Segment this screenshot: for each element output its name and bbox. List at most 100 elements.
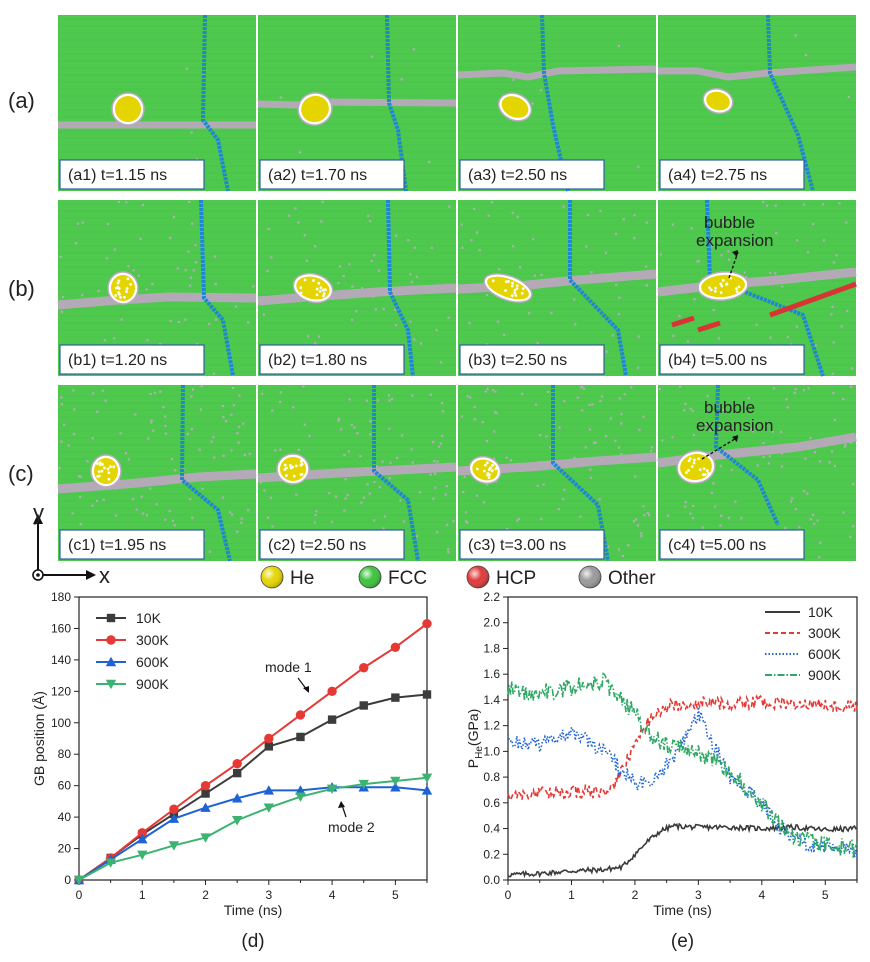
- legend-label: 300K: [136, 632, 169, 648]
- y-tick-label: 0.8: [483, 770, 500, 784]
- data-point: [390, 776, 401, 787]
- series-300K: [507, 694, 858, 803]
- y-tick-label: 100: [51, 716, 71, 730]
- legend-label: Other: [608, 568, 656, 589]
- legend-label: 300K: [808, 625, 841, 641]
- atom-legend: He FCC HCP Other: [260, 565, 656, 589]
- legend-fcc: FCC: [358, 565, 427, 589]
- data-point: [359, 663, 369, 673]
- he-bubble: [107, 271, 139, 305]
- x-axis-label: Time (ns): [224, 902, 283, 918]
- twin-boundary: [372, 385, 420, 562]
- chart-e-he-pressure: 0 1 2 3 4 5 0.0 0.2 0.4 0.6 0.8 1.0 1.2 1.4 1.6 1.8 2.0 2…: [465, 590, 858, 952]
- legend-entry-10K: 10K: [765, 604, 834, 620]
- data-point: [296, 732, 305, 742]
- svg-text:(b4) t=5.00 ns: (b4) t=5.00 ns: [668, 352, 767, 369]
- md-panel-c1: (c1) t=1.95 ns: [57, 384, 257, 562]
- series-900K: [73, 773, 433, 886]
- legend-label: 600K: [136, 654, 169, 670]
- data-point: [263, 803, 275, 813]
- mode-2-annotation: mode 2: [328, 801, 375, 835]
- data-point: [295, 710, 306, 720]
- he-bubble: [276, 453, 310, 485]
- svg-text:(a4) t=2.75 ns: (a4) t=2.75 ns: [668, 167, 767, 184]
- md-panel-b4: (b4) t=5.00 ns: [657, 199, 857, 377]
- y-tick-label: 1.8: [483, 641, 500, 655]
- y-tick-label: 0.0: [483, 873, 500, 887]
- series-line: [78, 693, 428, 881]
- svg-text:(b3) t=2.50 ns: (b3) t=2.50 ns: [468, 352, 567, 369]
- md-panel-c4: (c4) t=5.00 ns: [657, 384, 857, 561]
- data-point: [105, 656, 117, 667]
- row-label: (b): [8, 276, 35, 301]
- row-label: (c): [8, 461, 34, 486]
- grain-boundary: [257, 283, 457, 306]
- grain-boundary: [658, 63, 857, 81]
- legend-hcp: HCP: [466, 565, 536, 589]
- data-point: [359, 701, 368, 710]
- y-tick-label: 20: [58, 842, 72, 856]
- he-bubble: [297, 92, 333, 126]
- snapshot-time-label: (a4) t=2.75 ns: [659, 159, 805, 190]
- y-axis-label: GB position (Å): [31, 691, 47, 786]
- legend-other: Other: [578, 565, 656, 589]
- data-point: [391, 693, 400, 702]
- series-line: [507, 694, 858, 803]
- md-panel-c3: (c3) t=3.00 ns: [457, 385, 657, 562]
- svg-text:expansion: expansion: [696, 416, 774, 435]
- series-600K: [507, 707, 858, 858]
- y-tick-label: 2.2: [483, 590, 500, 604]
- data-point: [232, 758, 242, 769]
- snapshot-time-label: (a3) t=2.50 ns: [459, 159, 605, 190]
- md-snapshot-grid: (a) (b) (c) (a1) t=1.15 ns (a2) t=1.70 ns (a3…: [8, 14, 857, 562]
- svg-text:(c2) t=2.50 ns: (c2) t=2.50 ns: [268, 537, 366, 554]
- x-tick-label: 3: [695, 888, 702, 902]
- svg-text:expansion: expansion: [696, 231, 774, 250]
- data-point: [201, 789, 210, 798]
- svg-text:(c4) t=5.00 ns: (c4) t=5.00 ns: [668, 537, 766, 554]
- y-tick-label: 0: [64, 873, 71, 887]
- data-point: [105, 858, 116, 868]
- chart-d-gb-position: 0 1 2 3 4 5 0 20 40 60 80 100 120 140 160 180 Time (ns) G…: [31, 590, 433, 952]
- hcp-band: [697, 320, 721, 333]
- data-point: [105, 679, 117, 690]
- x-tick-label: 0: [76, 888, 83, 902]
- twin-boundary: [385, 14, 408, 192]
- series-line: [78, 776, 428, 881]
- snapshot-time-label: (c3) t=3.00 ns: [459, 529, 605, 560]
- series-900K: [507, 672, 858, 858]
- series-line: [507, 822, 858, 879]
- series-10K: [507, 822, 858, 879]
- twin-boundary: [766, 14, 815, 192]
- data-point: [421, 785, 433, 795]
- legend-label: HCP: [496, 568, 536, 589]
- legend-he: He: [260, 565, 314, 589]
- y-tick-label: 180: [51, 590, 71, 604]
- x-tick-label: 0: [505, 888, 512, 902]
- grain-boundary: [257, 98, 457, 109]
- data-point: [295, 792, 306, 802]
- y-axis-label: PHe(GPa): [465, 709, 485, 768]
- md-panel-a3: (a3) t=2.50 ns: [457, 14, 657, 192]
- legend-label: 900K: [136, 676, 169, 692]
- md-panel-c2: (c2) t=2.50 ns: [257, 385, 457, 562]
- lattice-texture: [658, 18, 856, 188]
- data-point: [264, 742, 274, 751]
- x-axis-letter: x: [99, 563, 110, 588]
- legend-label: 10K: [808, 604, 834, 620]
- series-line: [78, 622, 428, 881]
- legend-label: FCC: [388, 568, 427, 589]
- svg-text:(a3) t=2.50 ns: (a3) t=2.50 ns: [468, 167, 567, 184]
- snapshot-time-label: (a2) t=1.70 ns: [259, 159, 405, 190]
- md-panel-a1: (a1) t=1.15 ns: [58, 14, 256, 192]
- data-point: [358, 779, 369, 790]
- md-panel-a2: (a2) t=1.70 ns: [257, 14, 457, 192]
- md-panel-b2: (b2) t=1.80 ns: [257, 199, 457, 377]
- series-line: [507, 672, 858, 858]
- y-tick-label: 160: [51, 621, 71, 635]
- row-label: (a): [8, 88, 35, 113]
- x-tick-label: 2: [202, 888, 209, 902]
- svg-text:bubble: bubble: [704, 213, 755, 232]
- legend-label: He: [290, 568, 314, 589]
